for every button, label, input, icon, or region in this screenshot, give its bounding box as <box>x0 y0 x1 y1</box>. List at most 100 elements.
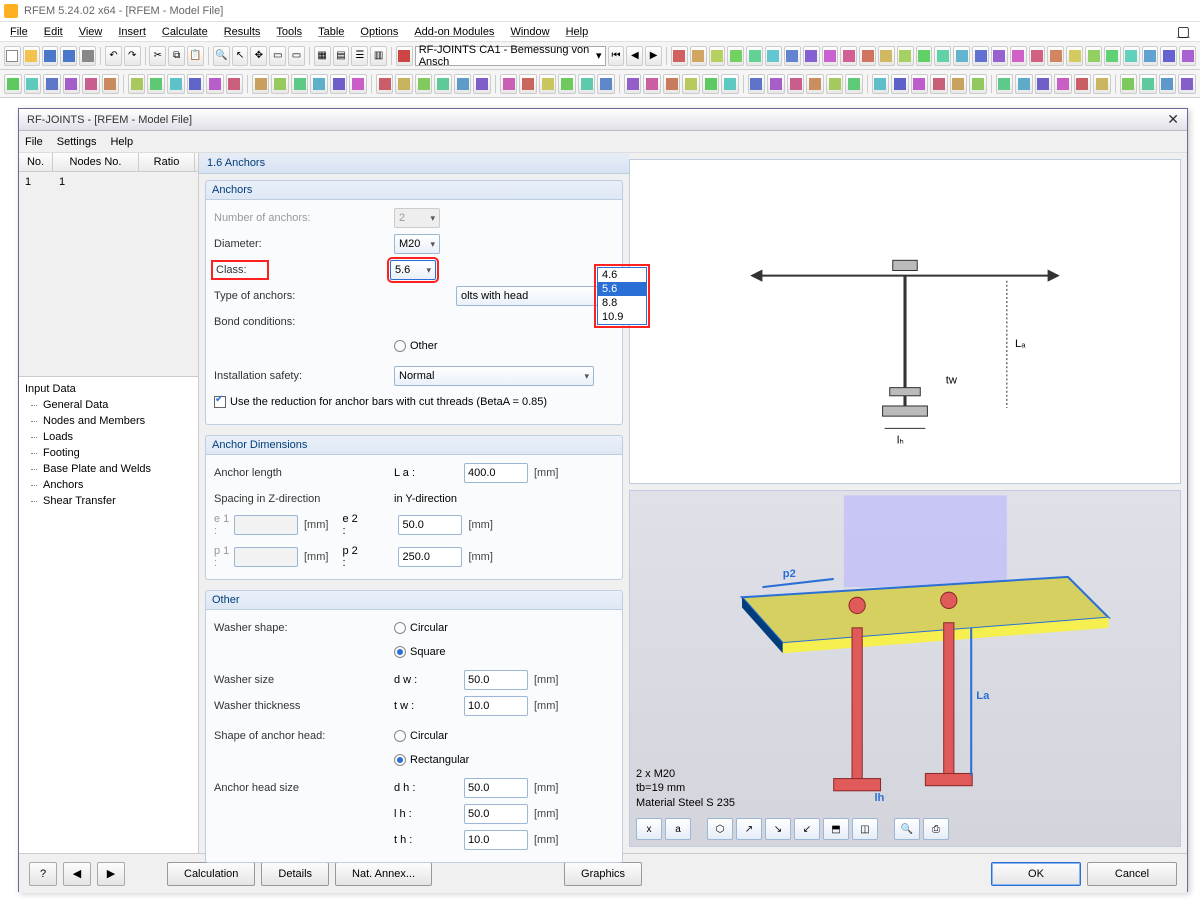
tool-icon[interactable] <box>972 46 989 66</box>
tool2-icon[interactable] <box>702 74 720 94</box>
view-cube-icon[interactable]: ◫ <box>852 818 878 840</box>
save-multi-icon[interactable] <box>60 46 77 66</box>
tool-icon[interactable] <box>1029 46 1046 66</box>
tool2-icon[interactable] <box>24 74 42 94</box>
tool2-icon[interactable] <box>310 74 328 94</box>
class-opt-88[interactable]: 8.8 <box>598 296 646 310</box>
tree-nodes[interactable]: Nodes and Members <box>21 413 196 429</box>
tool2-icon[interactable] <box>454 74 472 94</box>
tool2-icon[interactable] <box>1054 74 1072 94</box>
dlg-menu-settings[interactable]: Settings <box>57 136 97 148</box>
redo-icon[interactable]: ↷ <box>124 46 141 66</box>
view-iso-icon[interactable]: ⬡ <box>707 818 733 840</box>
tool-icon[interactable] <box>727 46 744 66</box>
tool2-icon[interactable] <box>578 74 596 94</box>
tool-icon[interactable] <box>878 46 895 66</box>
col-nodes[interactable]: Nodes No. <box>53 153 139 171</box>
class-select[interactable]: 5.6▾ <box>390 260 436 280</box>
move-icon[interactable]: ✥ <box>250 46 267 66</box>
tool2-icon[interactable] <box>558 74 576 94</box>
tool2-icon[interactable] <box>415 74 433 94</box>
table-row[interactable]: 1 1 <box>19 172 198 192</box>
type-select[interactable]: olts with head▾ <box>456 286 610 306</box>
tool-icon[interactable] <box>934 46 951 66</box>
view-zoom-icon[interactable]: 🔍 <box>894 818 920 840</box>
tool2-icon[interactable] <box>147 74 165 94</box>
tool-icon[interactable] <box>803 46 820 66</box>
menu-tools[interactable]: Tools <box>268 24 310 40</box>
tool2-icon[interactable] <box>806 74 824 94</box>
tool-icon[interactable] <box>784 46 801 66</box>
menu-addon[interactable]: Add-on Modules <box>406 24 502 40</box>
find-icon[interactable]: 🔍 <box>213 46 230 66</box>
tool2-icon[interactable] <box>721 74 739 94</box>
tool-icon[interactable] <box>1104 46 1121 66</box>
menu-results[interactable]: Results <box>216 24 269 40</box>
tool-icon[interactable] <box>671 46 688 66</box>
tool2-icon[interactable] <box>597 74 615 94</box>
install-select[interactable]: Normal▾ <box>394 366 594 386</box>
tool2-icon[interactable] <box>1139 74 1157 94</box>
tool2-icon[interactable] <box>519 74 537 94</box>
copy-icon[interactable]: ⧉ <box>168 46 185 66</box>
tool2-icon[interactable] <box>1120 74 1138 94</box>
tool-icon[interactable] <box>765 46 782 66</box>
tool2-icon[interactable] <box>376 74 394 94</box>
tool-icon[interactable] <box>746 46 763 66</box>
tool2-icon[interactable] <box>128 74 146 94</box>
paste-icon[interactable]: 📋 <box>187 46 204 66</box>
cut-icon[interactable]: ✂ <box>149 46 166 66</box>
tool-icon[interactable] <box>1179 46 1196 66</box>
tool2-icon[interactable] <box>206 74 224 94</box>
menu-edit[interactable]: Edit <box>36 24 71 40</box>
tool2-icon[interactable] <box>767 74 785 94</box>
tree-shear[interactable]: Shear Transfer <box>21 493 196 509</box>
open-icon[interactable] <box>23 46 40 66</box>
tool2-icon[interactable] <box>1159 74 1177 94</box>
tool2-icon[interactable] <box>1015 74 1033 94</box>
tool2-icon[interactable] <box>271 74 289 94</box>
class-opt-109[interactable]: 10.9 <box>598 310 646 324</box>
dlg-menu-file[interactable]: File <box>25 136 43 148</box>
tool2-icon[interactable] <box>500 74 518 94</box>
view-a-icon[interactable]: a <box>665 818 691 840</box>
tool2-icon[interactable] <box>911 74 929 94</box>
prev-icon[interactable]: ◀ <box>63 862 91 886</box>
view-xy-icon[interactable]: x <box>636 818 662 840</box>
calculation-button[interactable]: Calculation <box>167 862 255 886</box>
nav-first-icon[interactable]: ⏮ <box>608 46 625 66</box>
menu-window[interactable]: Window <box>502 24 557 40</box>
tool-icon[interactable] <box>840 46 857 66</box>
tool-icon[interactable] <box>1066 46 1083 66</box>
tree-loads[interactable]: Loads <box>21 429 196 445</box>
class-opt-46[interactable]: 4.6 <box>598 268 646 282</box>
head-rect-radio[interactable] <box>394 754 406 766</box>
tool2-icon[interactable] <box>996 74 1014 94</box>
tool2-icon[interactable] <box>1035 74 1053 94</box>
tool-icon[interactable] <box>709 46 726 66</box>
tool-icon[interactable] <box>953 46 970 66</box>
washer-circular-radio[interactable] <box>394 622 406 634</box>
tool2-icon[interactable] <box>930 74 948 94</box>
tool2-icon[interactable] <box>826 74 844 94</box>
module-combo[interactable]: RF-JOINTS CA1 - Bemessung von Ansch▾ <box>415 46 606 66</box>
tree-footing[interactable]: Footing <box>21 445 196 461</box>
details-button[interactable]: Details <box>261 862 329 886</box>
class-dropdown[interactable]: 4.6 5.6 8.8 10.9 <box>597 267 647 325</box>
help-icon[interactable]: ? <box>29 862 57 886</box>
tool-icon[interactable] <box>1123 46 1140 66</box>
print-icon[interactable] <box>79 46 96 66</box>
tool2-icon[interactable] <box>950 74 968 94</box>
tool2-icon[interactable] <box>787 74 805 94</box>
menu-file[interactable]: File <box>2 24 36 40</box>
pointer-icon[interactable]: ↖ <box>232 46 249 66</box>
view-z-icon[interactable]: ↙ <box>794 818 820 840</box>
view-print-icon[interactable]: ⎙ <box>923 818 949 840</box>
tool-icon[interactable] <box>991 46 1008 66</box>
next-icon[interactable]: ▶ <box>97 862 125 886</box>
module-icon[interactable] <box>396 46 413 66</box>
window-restore[interactable]: ▢ <box>1169 21 1198 42</box>
tool-icon[interactable] <box>1047 46 1064 66</box>
dlg-menu-help[interactable]: Help <box>110 136 133 148</box>
tool-icon[interactable] <box>1142 46 1159 66</box>
